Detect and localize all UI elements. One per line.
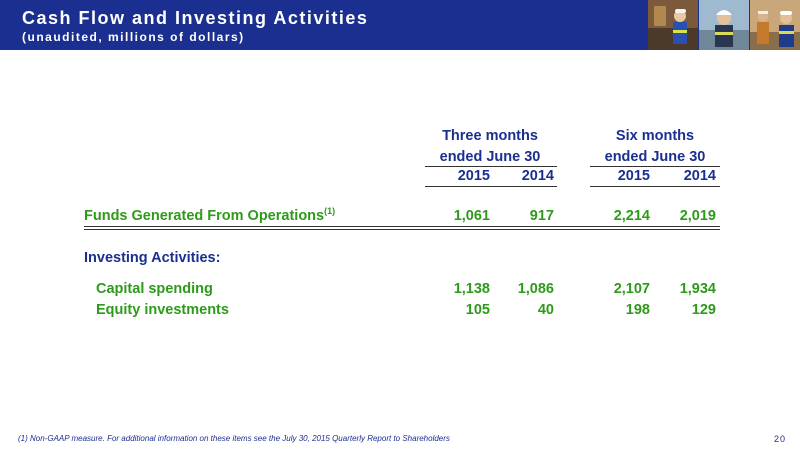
three-months-header-rule [425, 166, 557, 167]
title-banner: Cash Flow and Investing Activities (unau… [0, 0, 800, 50]
equity-investments-value-3: 198 [625, 302, 650, 318]
funds-value-4: 2,019 [679, 208, 716, 224]
investing-heading: Investing Activities: [84, 250, 221, 266]
year-col-2: 2014 [521, 168, 554, 184]
three-months-line2: ended June 30 [439, 149, 541, 165]
footnote: (1) Non-GAAP measure. For additional inf… [18, 434, 450, 443]
three-months-header-2: ended June 30 [420, 149, 560, 165]
capital-spending-value-4: 1,934 [679, 281, 716, 297]
funds-value-1: 1,061 [453, 208, 490, 224]
equity-investments-value-4: 129 [691, 302, 716, 318]
year-col-1: 2015 [457, 168, 490, 184]
year-col-3: 2015 [617, 168, 650, 184]
year-col-4: 2014 [683, 168, 716, 184]
funds-double-rule-bottom [84, 229, 720, 230]
worker-photo-3 [750, 0, 800, 50]
six-months-line2: ended June 30 [604, 149, 706, 165]
funds-footnote-ref: (1) [324, 206, 336, 216]
six-months-header: Six months [585, 128, 725, 144]
capital-spending-value-1: 1,138 [453, 281, 490, 297]
funds-label-text: Funds Generated From Operations [84, 208, 325, 224]
three-months-header: Three months [420, 128, 560, 144]
worker-photo-1 [648, 0, 698, 50]
page-number: 20 [773, 434, 786, 444]
capital-spending-label: Capital spending [96, 281, 213, 297]
six-months-header-2: ended June 30 [585, 149, 725, 165]
equity-investments-label: Equity investments [96, 302, 229, 318]
equity-investments-value-1: 105 [465, 302, 490, 318]
year-header-rule-right [590, 186, 720, 187]
funds-value-2: 917 [529, 208, 554, 224]
funds-row-label: Funds Generated From Operations(1) [84, 206, 336, 225]
capital-spending-value-2: 1,086 [517, 281, 554, 297]
equity-investments-value-2: 40 [537, 302, 554, 318]
six-months-line1: Six months [615, 128, 695, 144]
funds-double-rule-top [84, 226, 720, 227]
header-photo-strip [648, 0, 800, 50]
funds-value-3: 2,214 [613, 208, 650, 224]
capital-spending-value-3: 2,107 [613, 281, 650, 297]
year-header-rule-left [425, 186, 557, 187]
page-title: Cash Flow and Investing Activities [22, 8, 369, 28]
page-subtitle: (unaudited, millions of dollars) [22, 30, 245, 44]
six-months-header-rule [590, 166, 720, 167]
three-months-line1: Three months [442, 128, 538, 144]
worker-photo-2 [699, 0, 749, 50]
